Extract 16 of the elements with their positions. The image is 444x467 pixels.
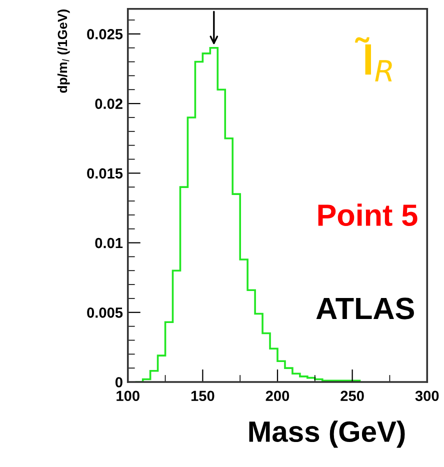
y-tick-label: 0.01 xyxy=(95,238,123,248)
x-tick-label: 200 xyxy=(266,390,290,402)
annotation: Point 5 xyxy=(318,204,418,226)
x-tick-label: 150 xyxy=(191,390,214,402)
y-axis-title: dp/m$_{l}$ (/1GeV) xyxy=(57,10,70,93)
y-tick-label: 0 xyxy=(115,377,122,388)
x-axis-title: Mass (GeV) xyxy=(249,420,405,448)
y-tick-label: 0.015 xyxy=(87,168,123,179)
annotation: l̃$_{R}$ xyxy=(355,37,392,82)
y-tick-label: 0.005 xyxy=(87,307,123,318)
y-tick-label: 0.02 xyxy=(95,98,122,109)
x-tick-label: 250 xyxy=(340,390,364,402)
x-tick-label: 300 xyxy=(415,390,439,402)
y-tick-label: 0.025 xyxy=(87,29,123,40)
x-tick-label: 100 xyxy=(116,390,140,402)
annotation: ATLAS xyxy=(316,298,414,320)
